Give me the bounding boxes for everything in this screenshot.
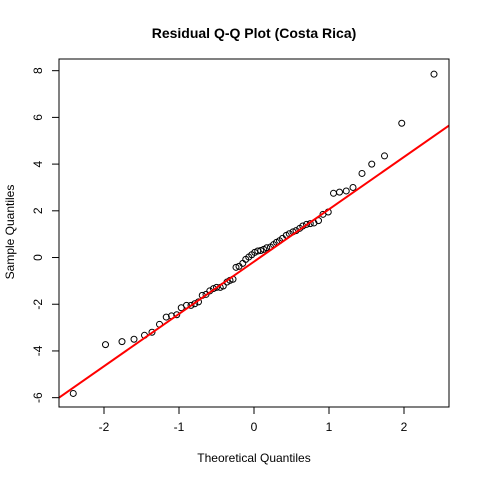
data-point xyxy=(330,189,337,197)
data-point xyxy=(257,247,265,255)
data-point xyxy=(381,152,388,160)
data-point xyxy=(263,244,271,252)
x-tick-label: -1 xyxy=(174,420,185,434)
y-axis-label: Sample Quantiles xyxy=(3,185,17,280)
y-tick-label: -6 xyxy=(31,392,45,403)
data-point xyxy=(102,341,109,349)
plot-frame xyxy=(58,58,450,408)
chart-title: Residual Q-Q Plot (Costa Rica) xyxy=(152,25,357,41)
y-tick-label: -4 xyxy=(31,345,45,356)
data-point xyxy=(148,328,156,336)
data-point xyxy=(173,311,181,319)
y-tick-label: 0 xyxy=(31,254,45,261)
data-point xyxy=(118,338,126,346)
axis-ticks: -2 -1 0 1 2 -6 -4 -2 0 2 4 6 8 xyxy=(31,67,408,434)
data-point xyxy=(162,313,170,321)
x-tick-label: 1 xyxy=(326,420,333,434)
data-point xyxy=(187,301,195,309)
x-tick-label: -2 xyxy=(99,420,110,434)
qq-reference-line xyxy=(58,124,450,399)
data-point xyxy=(130,335,138,343)
data-point xyxy=(368,160,376,168)
reference-line-layer xyxy=(58,124,450,399)
data-point xyxy=(398,119,406,127)
y-tick-label: 8 xyxy=(31,67,45,74)
data-point xyxy=(336,188,343,196)
y-tick-label: 6 xyxy=(31,114,45,121)
data-point xyxy=(69,389,77,397)
data-point xyxy=(232,263,240,271)
data-point xyxy=(303,220,310,228)
data-point xyxy=(191,300,199,308)
data-point xyxy=(342,187,350,195)
x-tick-label: 0 xyxy=(251,420,258,434)
data-point xyxy=(430,70,438,78)
data-point xyxy=(213,283,220,291)
x-tick-label: 2 xyxy=(401,420,408,434)
data-point xyxy=(349,183,357,191)
data-points xyxy=(69,70,438,397)
x-axis-label: Theoretical Quantiles xyxy=(197,451,310,465)
data-point xyxy=(202,290,210,298)
data-point xyxy=(358,169,366,177)
y-tick-label: 2 xyxy=(31,207,45,214)
y-tick-label: -2 xyxy=(31,299,45,310)
y-tick-label: 4 xyxy=(31,160,45,167)
